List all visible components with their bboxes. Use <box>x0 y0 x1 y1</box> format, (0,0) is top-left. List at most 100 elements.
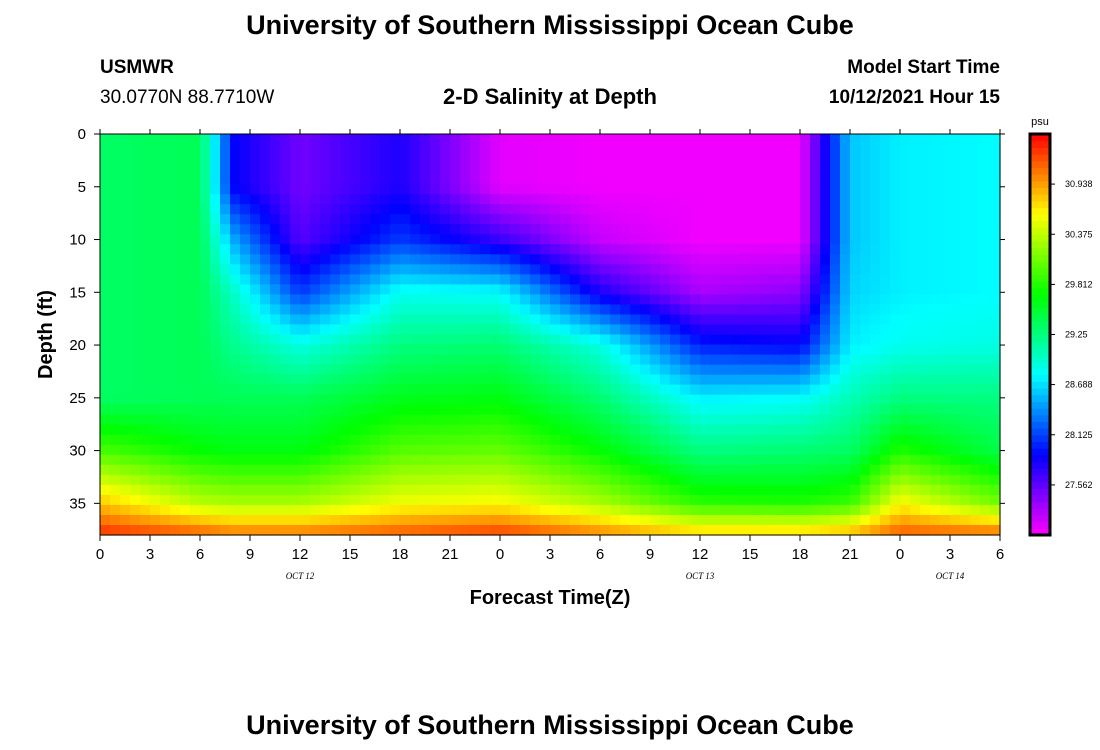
heatmap-cell <box>450 224 461 235</box>
heatmap-cell <box>530 284 541 296</box>
heatmap-cell <box>590 444 601 456</box>
heatmap-cell <box>770 184 781 195</box>
heatmap-cell <box>250 324 261 336</box>
heatmap-cell <box>330 234 341 245</box>
date-label: OCT 13 <box>686 571 715 581</box>
heatmap-cell <box>310 304 321 316</box>
heatmap-cell <box>900 304 911 316</box>
heatmap-cell <box>880 324 891 336</box>
heatmap-cell <box>320 214 331 225</box>
heatmap-cell <box>600 134 611 145</box>
heatmap-cell <box>290 174 301 185</box>
heatmap-cell <box>890 474 901 486</box>
heatmap-cell <box>470 214 481 225</box>
heatmap-cell <box>950 144 961 155</box>
heatmap-cell <box>350 264 361 275</box>
heatmap-cell <box>370 154 381 165</box>
heatmap-cell <box>610 264 621 275</box>
heatmap-cell <box>280 284 291 296</box>
heatmap-cell <box>100 184 111 195</box>
heatmap-cell <box>500 214 511 225</box>
heatmap-cell <box>120 474 131 486</box>
heatmap-cell <box>690 474 701 486</box>
heatmap-cell <box>920 264 931 275</box>
heatmap-cell <box>880 514 891 526</box>
heatmap-cell <box>290 224 301 235</box>
heatmap-cell <box>110 494 121 506</box>
heatmap-cell <box>840 254 851 265</box>
heatmap-cell <box>370 464 381 476</box>
heatmap-cell <box>960 294 971 306</box>
heatmap-cell <box>890 184 901 195</box>
heatmap-cell <box>650 354 661 366</box>
heatmap-cell <box>490 134 501 145</box>
heatmap-cell <box>630 314 641 326</box>
heatmap-cell <box>990 134 1001 145</box>
heatmap-cell <box>870 244 881 255</box>
heatmap-cell <box>540 264 551 275</box>
heatmap-cell <box>550 294 561 306</box>
heatmap-cell <box>590 224 601 235</box>
heatmap-cell <box>700 344 711 356</box>
heatmap-cell <box>820 494 831 506</box>
heatmap-cell <box>540 194 551 205</box>
heatmap-cell <box>110 174 121 185</box>
heatmap-cell <box>920 314 931 326</box>
heatmap-cell <box>620 214 631 225</box>
heatmap-cell <box>100 264 111 275</box>
heatmap-cell <box>280 384 291 396</box>
heatmap-cell <box>460 244 471 255</box>
heatmap-cell <box>580 484 591 496</box>
heatmap-cell <box>280 494 291 506</box>
heatmap-cell <box>310 154 321 165</box>
heatmap-cell <box>560 324 571 336</box>
heatmap-cell <box>870 384 881 396</box>
heatmap-cell <box>240 474 251 486</box>
heatmap-cell <box>130 274 141 285</box>
heatmap-cell <box>190 324 201 336</box>
heatmap-cell <box>110 454 121 466</box>
heatmap-cell <box>660 254 671 265</box>
heatmap-cell <box>970 264 981 275</box>
heatmap-cell <box>500 304 511 316</box>
heatmap-cell <box>460 464 471 476</box>
heatmap-cell <box>370 184 381 195</box>
heatmap-cell <box>630 294 641 306</box>
heatmap-cell <box>840 164 851 175</box>
heatmap-cell <box>920 414 931 426</box>
heatmap-cell <box>130 214 141 225</box>
heatmap-cell <box>700 414 711 426</box>
heatmap-cell <box>230 444 241 456</box>
colorbar-swatch <box>1030 381 1050 389</box>
heatmap-cell <box>610 164 621 175</box>
heatmap-cell <box>390 284 401 296</box>
heatmap-cell <box>840 474 851 486</box>
heatmap-cell <box>200 294 211 306</box>
heatmap-cell <box>160 254 171 265</box>
heatmap-cell <box>150 264 161 275</box>
colorbar-swatch <box>1030 254 1050 262</box>
heatmap-cell <box>820 174 831 185</box>
heatmap-cell <box>960 414 971 426</box>
heatmap-cell <box>930 434 941 446</box>
heatmap-cell <box>170 514 181 526</box>
heatmap-cell <box>780 414 791 426</box>
heatmap-cell <box>480 334 491 346</box>
heatmap-cell <box>620 424 631 436</box>
heatmap-cell <box>190 484 201 496</box>
heatmap-cell <box>940 364 951 376</box>
heatmap-cell <box>650 224 661 235</box>
heatmap-cell <box>780 464 791 476</box>
heatmap-cell <box>100 384 111 396</box>
heatmap-cell <box>300 434 311 446</box>
heatmap-cell <box>800 484 811 496</box>
heatmap-cell <box>100 354 111 366</box>
heatmap-cell <box>980 464 991 476</box>
heatmap-cell <box>440 144 451 155</box>
heatmap-cell <box>260 134 271 145</box>
heatmap-cell <box>600 184 611 195</box>
heatmap-cell <box>600 404 611 416</box>
heatmap-cell <box>110 184 121 195</box>
heatmap-cell <box>900 134 911 145</box>
heatmap-cell <box>340 314 351 326</box>
